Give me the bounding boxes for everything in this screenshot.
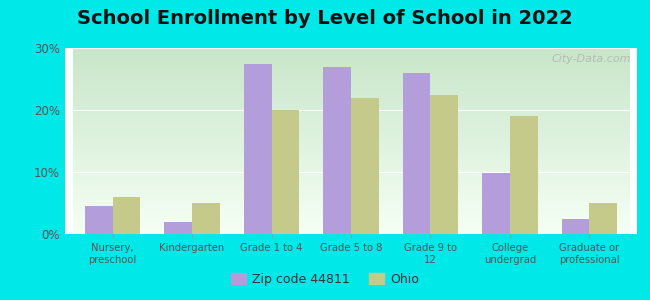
Text: City-Data.com: City-Data.com	[552, 54, 631, 64]
Legend: Zip code 44811, Ohio: Zip code 44811, Ohio	[226, 268, 424, 291]
Bar	[430, 94, 458, 234]
Bar	[351, 98, 379, 234]
Bar	[85, 206, 112, 234]
Bar	[590, 203, 617, 234]
Bar	[510, 116, 538, 234]
Bar	[192, 203, 220, 234]
Bar	[482, 173, 510, 234]
Bar	[112, 197, 140, 234]
Bar	[164, 222, 192, 234]
Bar	[402, 73, 430, 234]
Bar	[562, 218, 590, 234]
Bar	[272, 110, 300, 234]
Text: School Enrollment by Level of School in 2022: School Enrollment by Level of School in …	[77, 9, 573, 28]
Bar	[244, 64, 272, 234]
Bar	[323, 67, 351, 234]
